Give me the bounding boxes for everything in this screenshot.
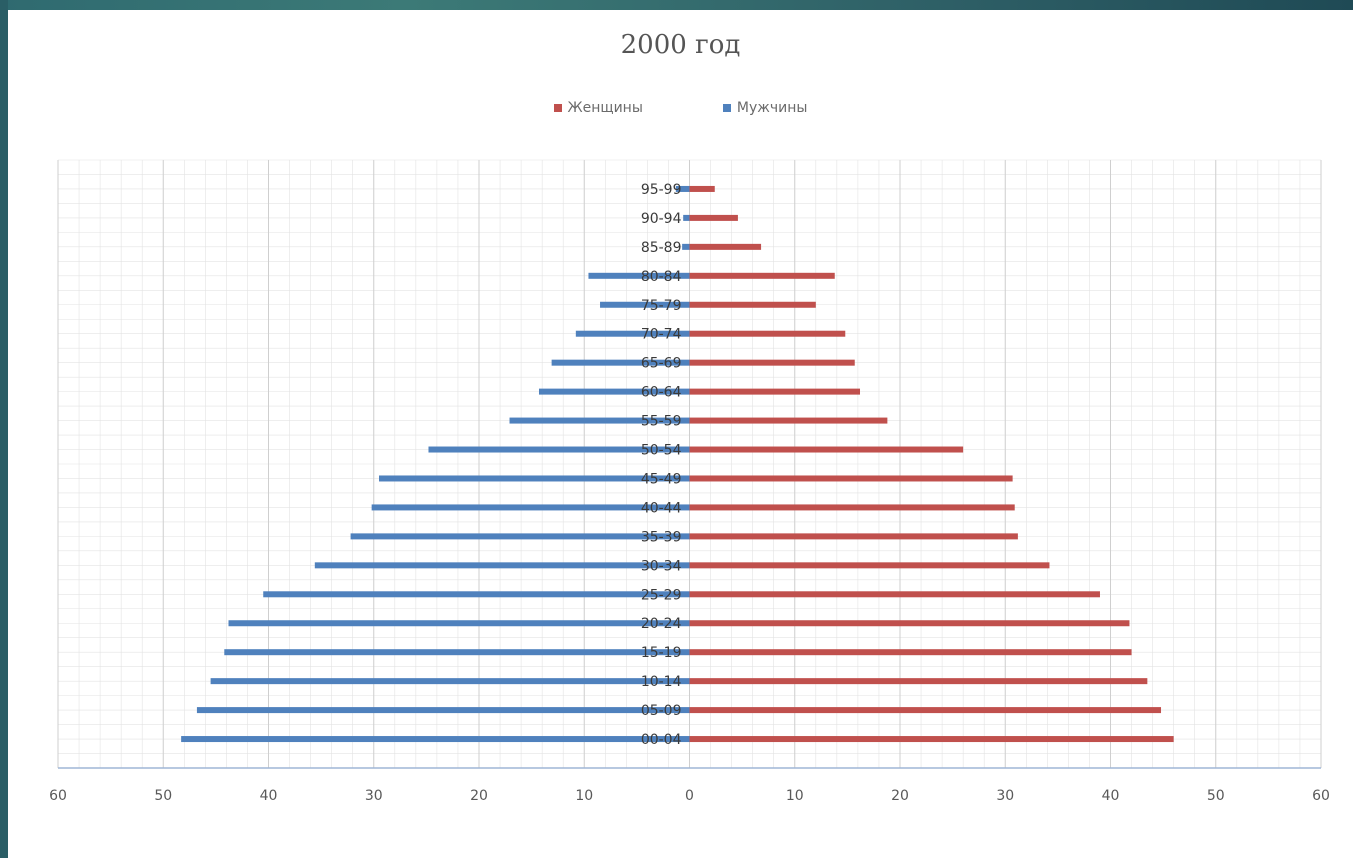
category-label: 90-94 bbox=[641, 211, 682, 227]
bar-women bbox=[689, 272, 835, 279]
bar-men bbox=[575, 330, 690, 337]
chart-title: 2000 год bbox=[620, 30, 741, 60]
bar-men bbox=[379, 475, 690, 482]
category-label: 85-89 bbox=[641, 240, 682, 256]
bar-women bbox=[689, 388, 861, 395]
chart-legend: Женщины Мужчины bbox=[8, 100, 1353, 116]
bar-women bbox=[689, 417, 888, 424]
category-label: 20-24 bbox=[641, 616, 682, 632]
legend-swatch-men bbox=[722, 104, 731, 112]
category-label: 30-34 bbox=[641, 558, 682, 574]
bar-men bbox=[196, 707, 690, 714]
bar-women bbox=[689, 533, 1018, 540]
bar-women bbox=[689, 591, 1100, 598]
bar-women bbox=[689, 678, 1148, 685]
bar-women bbox=[689, 620, 1130, 627]
x-tick-label: 0 bbox=[685, 788, 694, 804]
x-tick-label: 20 bbox=[470, 788, 488, 804]
bar-men bbox=[551, 359, 690, 366]
bar-women bbox=[689, 330, 846, 337]
x-tick-label: 10 bbox=[786, 788, 804, 804]
bar-men bbox=[314, 562, 690, 569]
category-label: 75-79 bbox=[641, 298, 682, 314]
x-tick-label: 10 bbox=[575, 788, 593, 804]
bar-women bbox=[689, 446, 964, 453]
category-label: 95-99 bbox=[641, 182, 682, 198]
bar-women bbox=[689, 301, 816, 308]
x-tick-label: 60 bbox=[1312, 788, 1330, 804]
x-tick-label: 20 bbox=[891, 788, 909, 804]
bar-men bbox=[224, 649, 690, 656]
x-tick-label: 40 bbox=[260, 788, 278, 804]
bar-women bbox=[689, 562, 1050, 569]
legend-swatch-women bbox=[553, 104, 562, 112]
category-label: 45-49 bbox=[641, 471, 682, 487]
bar-women bbox=[689, 504, 1015, 511]
slide-left-edge bbox=[0, 0, 8, 858]
category-label: 60-64 bbox=[641, 385, 682, 401]
bar-women bbox=[689, 359, 855, 366]
bar-men bbox=[675, 185, 690, 192]
category-label: 25-29 bbox=[641, 587, 682, 603]
bar-men bbox=[350, 533, 690, 540]
bar-men bbox=[683, 214, 690, 221]
bar-women bbox=[689, 649, 1132, 656]
category-label: 50-54 bbox=[641, 443, 682, 459]
bar-women bbox=[689, 707, 1162, 714]
bar-women bbox=[689, 736, 1174, 743]
bar-men bbox=[263, 591, 690, 598]
x-tick-label: 50 bbox=[1207, 788, 1225, 804]
x-tick-label: 40 bbox=[1102, 788, 1120, 804]
x-tick-label: 50 bbox=[154, 788, 172, 804]
bar-men bbox=[228, 620, 690, 627]
population-pyramid-chart: 60 50 40 30 20 10 0 10 20 30 40 50 60 00-04 05-09 10-14… bbox=[49, 159, 1330, 804]
category-label: 70-74 bbox=[641, 327, 682, 343]
bar-women bbox=[689, 475, 1013, 482]
category-label: 55-59 bbox=[641, 414, 682, 430]
bar-men bbox=[682, 243, 690, 250]
slide: 2000 год Женщины Мужчины 60 50 40 30 20 10 0 10… bbox=[8, 10, 1353, 858]
bar-women bbox=[689, 185, 715, 192]
category-label: 80-84 bbox=[641, 269, 682, 285]
bar-men bbox=[371, 504, 690, 511]
bar-women bbox=[689, 243, 762, 250]
bar-men bbox=[210, 678, 690, 685]
bar-men bbox=[428, 446, 690, 453]
x-tick-label: 30 bbox=[365, 788, 383, 804]
bar-men bbox=[538, 388, 690, 395]
bar-men bbox=[509, 417, 690, 424]
legend-label-women: Женщины bbox=[567, 100, 643, 116]
bar-men bbox=[181, 736, 690, 743]
bar-men bbox=[600, 301, 690, 308]
bar-men bbox=[588, 272, 690, 279]
legend-item-women: Женщины bbox=[553, 100, 643, 116]
category-label: 40-44 bbox=[641, 500, 682, 516]
category-label: 65-69 bbox=[641, 356, 682, 372]
category-label: 05-09 bbox=[641, 703, 682, 719]
x-tick-label: 30 bbox=[996, 788, 1014, 804]
category-label: 10-14 bbox=[641, 674, 682, 690]
bar-women bbox=[689, 214, 738, 221]
category-label: 15-19 bbox=[641, 645, 682, 661]
legend-label-men: Мужчины bbox=[736, 100, 808, 116]
category-label: 00-04 bbox=[641, 732, 682, 748]
legend-item-men: Мужчины bbox=[722, 100, 808, 116]
x-tick-label: 60 bbox=[49, 788, 67, 804]
category-label: 35-39 bbox=[641, 529, 682, 545]
